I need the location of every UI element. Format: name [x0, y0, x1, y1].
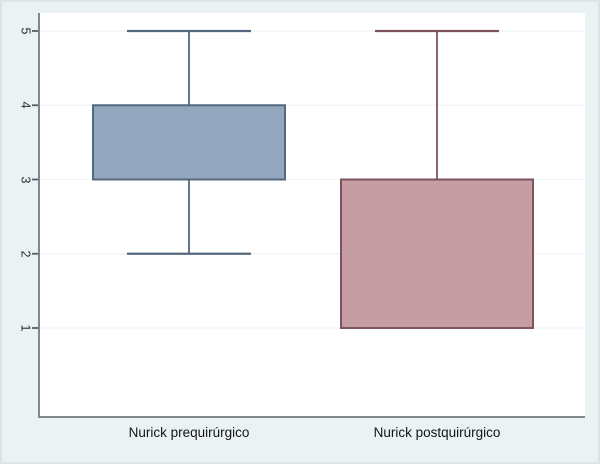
x-axis-label-prequirurgico: Nurick prequirúrgico [128, 425, 250, 440]
box-0 [92, 104, 286, 181]
y-axis-tick-label-1: 1 [18, 324, 33, 332]
y-axis-tick-label-4: 4 [18, 101, 33, 109]
y-axis-tick-label-2: 2 [18, 250, 33, 258]
y-axis-tick-label-5: 5 [18, 27, 33, 35]
box-1 [340, 178, 534, 329]
y-axis-tick-label-3: 3 [18, 176, 33, 183]
x-axis-label-postquirurgico: Nurick postquirúrgico [373, 425, 501, 440]
